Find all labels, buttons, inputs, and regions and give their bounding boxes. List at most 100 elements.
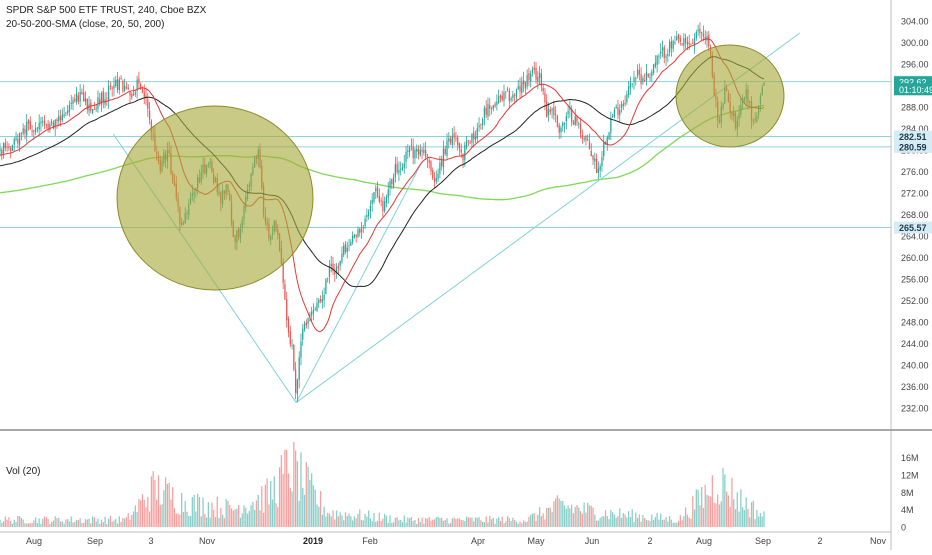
- price-tag-label: 282.51: [899, 132, 927, 142]
- volume-bar: [75, 519, 78, 527]
- candle-body: [355, 235, 357, 237]
- volume-bar: [175, 513, 177, 527]
- candle: [38, 114, 40, 136]
- volume-bar: [458, 518, 461, 527]
- volume-bar: [209, 517, 211, 527]
- volume-bar: [439, 518, 441, 527]
- candle: [125, 81, 128, 90]
- candle-body: [136, 79, 138, 91]
- candle-body: [376, 186, 379, 197]
- candle: [24, 125, 26, 140]
- volume-bar: [40, 523, 42, 527]
- candle-body: [681, 43, 683, 45]
- candle: [441, 155, 443, 171]
- candle-body: [483, 108, 486, 118]
- candle-body: [485, 107, 487, 115]
- candle-body: [442, 148, 445, 168]
- volume-bar: [498, 517, 500, 527]
- candle: [289, 325, 291, 348]
- candle-body: [512, 94, 514, 98]
- volume-bar: [145, 507, 147, 527]
- candle-body: [563, 122, 566, 125]
- candle-body: [672, 41, 674, 49]
- volume-bar: [99, 523, 101, 527]
- volume-bar: [581, 513, 583, 527]
- volume-bar: [681, 520, 683, 527]
- candle: [624, 95, 626, 107]
- candle: [490, 106, 493, 115]
- candle-body: [489, 104, 491, 109]
- candle: [54, 119, 56, 136]
- candle-body: [576, 116, 578, 123]
- candle-body: [22, 128, 24, 134]
- candle: [695, 29, 697, 41]
- candle-body: [551, 108, 553, 111]
- volume-bar: [298, 500, 300, 527]
- volume-bar: [161, 504, 163, 527]
- volume-bar: [54, 516, 56, 527]
- candle-body: [54, 119, 56, 128]
- volume-tick-label: 8M: [901, 488, 914, 498]
- candle: [45, 123, 47, 129]
- candle: [538, 65, 541, 85]
- candle: [124, 78, 126, 93]
- volume-bar: [129, 519, 131, 527]
- candle: [467, 139, 470, 146]
- candle-body: [401, 167, 404, 170]
- candle: [494, 101, 496, 108]
- candle-body: [656, 55, 658, 65]
- candle: [478, 117, 480, 132]
- candle: [455, 132, 457, 142]
- candle: [701, 31, 703, 42]
- volume-bar: [433, 519, 436, 527]
- candle-body: [368, 211, 370, 216]
- candle-body: [382, 201, 384, 212]
- volume-bar: [667, 521, 669, 527]
- candle: [635, 76, 637, 86]
- volume-bar: [193, 494, 195, 527]
- candle-body: [435, 178, 437, 182]
- candle: [52, 120, 55, 130]
- volume-bar: [661, 519, 664, 527]
- candle-body: [282, 262, 284, 283]
- candle-body: [56, 119, 58, 122]
- candle: [704, 30, 706, 45]
- candle-body: [59, 116, 62, 121]
- candle-body: [553, 107, 555, 116]
- candle-body: [67, 110, 69, 114]
- volume-bar: [579, 511, 582, 527]
- volume-bar: [77, 520, 79, 527]
- volume-bar: [745, 497, 747, 527]
- volume-bar: [250, 505, 252, 527]
- candle: [51, 118, 53, 127]
- volume-bar: [177, 513, 179, 527]
- candle-body: [369, 206, 372, 211]
- sma-20-line: [0, 38, 765, 332]
- volume-bar: [510, 521, 512, 527]
- volume-bar: [29, 523, 31, 527]
- candle: [638, 63, 640, 81]
- candle: [608, 131, 610, 141]
- candle: [546, 94, 548, 118]
- volume-bar: [375, 521, 377, 527]
- volume-bar: [503, 523, 505, 527]
- volume-bar: [556, 495, 559, 527]
- candle: [702, 25, 705, 42]
- volume-bar: [373, 513, 375, 527]
- candle: [392, 173, 395, 189]
- candle: [316, 297, 318, 313]
- candle: [120, 75, 122, 80]
- volume-bar: [341, 515, 343, 527]
- candle: [291, 339, 293, 350]
- candle: [560, 125, 562, 139]
- candle-body: [344, 243, 347, 252]
- candle: [65, 111, 67, 117]
- volume-bar: [351, 520, 354, 527]
- candle: [109, 81, 112, 90]
- candle-body: [6, 146, 8, 148]
- candle-body: [453, 133, 455, 138]
- candle: [116, 72, 119, 94]
- time-tick-label: Sep: [87, 536, 103, 546]
- candle: [364, 215, 366, 230]
